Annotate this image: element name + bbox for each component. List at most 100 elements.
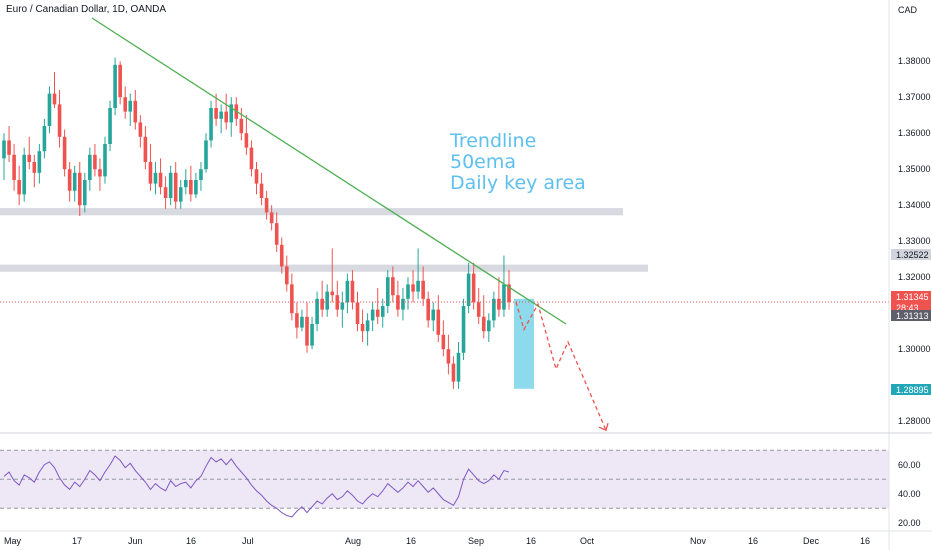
- candle-body: [406, 284, 410, 299]
- time-tick-label: Jun: [128, 536, 143, 546]
- price-tick-label: 1.30000: [898, 344, 931, 354]
- price-tick-label: 1.38000: [898, 56, 931, 66]
- candle-body: [426, 298, 430, 321]
- candle-body: [143, 136, 148, 162]
- candle-body: [391, 277, 395, 296]
- candle-body: [466, 273, 471, 306]
- candle-body: [441, 334, 446, 350]
- time-tick-label: 16: [186, 536, 196, 546]
- candle-body: [153, 172, 158, 184]
- candle-body: [138, 122, 143, 137]
- price-tick-label: 1.32000: [898, 272, 931, 282]
- rsi-tick-label: 20.00: [898, 518, 921, 528]
- candle-body: [446, 349, 451, 364]
- candle-body: [507, 284, 511, 303]
- candle-body: [254, 169, 259, 184]
- time-tick-label: Dec: [803, 536, 820, 546]
- price-tick-label: 1.34000: [898, 200, 931, 210]
- key-area-zone: [0, 264, 648, 272]
- candle-body: [189, 180, 193, 195]
- candle-body: [88, 154, 92, 180]
- currency-label: CAD: [898, 5, 918, 15]
- projection-path: [515, 301, 607, 431]
- price-tick-label: 1.35000: [898, 164, 931, 174]
- candle-body: [481, 316, 486, 332]
- candle-body: [421, 280, 425, 299]
- candle-body: [380, 306, 385, 317]
- candle-body: [249, 147, 254, 170]
- candle-body: [396, 295, 400, 310]
- candle-body: [199, 169, 203, 180]
- candle-body: [365, 320, 370, 332]
- candle-body: [173, 172, 178, 202]
- candle-body: [416, 280, 420, 292]
- candle-body: [133, 100, 138, 123]
- candle-body: [492, 298, 496, 321]
- time-tick-label: Oct: [580, 536, 595, 546]
- rsi-tick-label: 60.00: [898, 460, 921, 470]
- candle-body: [103, 144, 107, 177]
- candle-body: [57, 104, 62, 137]
- time-tick-label: 16: [860, 536, 870, 546]
- candle-body: [184, 180, 188, 188]
- trendline: [91, 17, 567, 325]
- price-badge-text: 1.31345: [896, 292, 929, 302]
- price-badge: [891, 249, 931, 260]
- candle-body: [62, 136, 67, 170]
- candle-body: [431, 309, 436, 321]
- candle-body: [148, 162, 153, 184]
- candle-body: [436, 309, 441, 335]
- time-tick-label: Aug: [345, 536, 361, 546]
- candle-body: [320, 298, 324, 310]
- candle-body: [47, 93, 52, 126]
- candle-body: [411, 284, 415, 292]
- time-tick-label: 16: [406, 536, 416, 546]
- price-tick-label: 1.37000: [898, 92, 931, 102]
- candle-body: [259, 183, 264, 198]
- candle-body: [456, 352, 461, 382]
- price-tick-label: 1.28000: [898, 416, 931, 426]
- annotation-line: 50ema: [450, 151, 516, 173]
- time-tick-label: Sep: [468, 536, 484, 546]
- candle-body: [12, 154, 16, 180]
- candle-body: [67, 169, 72, 191]
- candle-body: [497, 298, 501, 310]
- candle-body: [476, 302, 481, 317]
- candle-body: [279, 244, 284, 267]
- candle-body: [335, 295, 340, 310]
- candle-body: [37, 151, 42, 173]
- rsi-line: [3, 455, 510, 518]
- candle-body: [340, 302, 345, 310]
- price-badge-text: 28:43: [896, 303, 919, 313]
- candle-body: [219, 111, 223, 119]
- price-badge: [891, 384, 931, 395]
- candle-body: [290, 284, 294, 314]
- candle-body: [264, 198, 269, 213]
- rsi-tick-label: 40.00: [898, 489, 921, 499]
- candle-body: [487, 320, 491, 332]
- candle-body: [330, 291, 335, 296]
- time-tick-label: 16: [526, 536, 536, 546]
- time-tick-label: Jul: [242, 536, 254, 546]
- chart-title: Euro / Canadian Dollar, 1D, OANDA: [6, 4, 167, 15]
- candle-body: [350, 280, 355, 303]
- candle-body: [461, 306, 466, 353]
- candle-body: [168, 172, 173, 198]
- candle-body: [42, 126, 47, 152]
- candle-body: [163, 187, 168, 198]
- candle-body: [244, 133, 249, 148]
- candle-body: [108, 108, 112, 144]
- candle-body: [502, 284, 506, 310]
- candle-body: [93, 154, 97, 170]
- candle-body: [401, 298, 405, 310]
- price-badge: [891, 302, 931, 313]
- candle-body: [194, 180, 198, 195]
- candle-body: [83, 180, 87, 206]
- candle-body: [22, 154, 26, 195]
- time-tick-label: 16: [748, 536, 758, 546]
- projection-arrowhead: [598, 423, 609, 432]
- candle-body: [52, 93, 57, 105]
- candle-body: [118, 64, 122, 98]
- candle-body: [471, 273, 476, 303]
